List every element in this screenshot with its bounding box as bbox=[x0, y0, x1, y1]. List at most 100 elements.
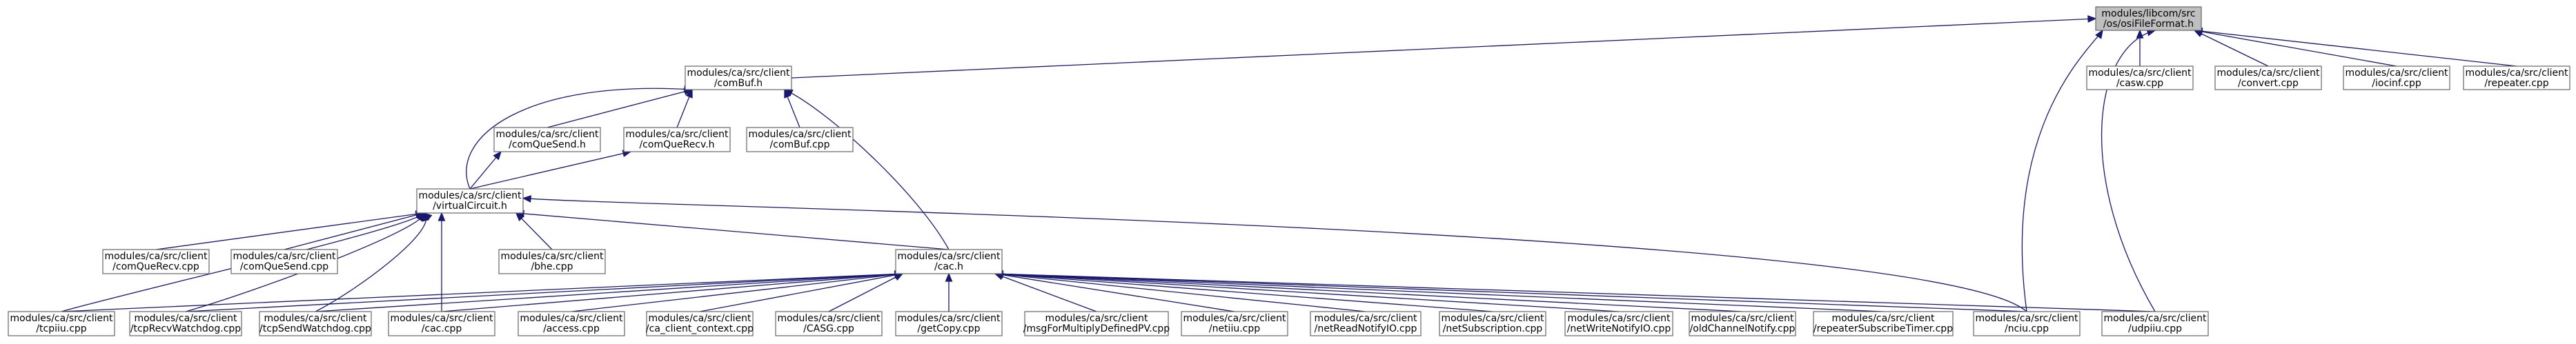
node-box bbox=[623, 127, 731, 152]
node-comquesend-cpp[interactable]: modules/ca/src/client/comQueSend.cpp bbox=[230, 249, 338, 274]
node-path-label: modules/ca/src/client bbox=[1314, 313, 1417, 324]
node-box bbox=[493, 127, 601, 152]
node-combuf-h[interactable]: modules/ca/src/client/comBuf.h bbox=[685, 65, 792, 90]
node-path-label: modules/ca/src/client bbox=[264, 313, 367, 324]
edge-comquesend-h-to-combuf-h bbox=[547, 89, 693, 128]
node-osifileformat[interactable]: modules/libcom/src/os/osiFileFormat.h bbox=[2095, 6, 2202, 31]
node-box bbox=[1024, 311, 1169, 336]
node-casg[interactable]: modules/ca/src/client/CASG.cpp bbox=[775, 311, 883, 336]
node-file-label: /tcpRecvWatchdog.cpp bbox=[130, 323, 241, 334]
node-box bbox=[2463, 65, 2570, 90]
node-path-label: modules/ca/src/client bbox=[10, 313, 113, 324]
arrowhead-combuf-h bbox=[685, 88, 693, 99]
node-box bbox=[102, 249, 210, 274]
node-comquerecv-cpp[interactable]: modules/ca/src/client/comQueRecv.cpp bbox=[102, 249, 210, 274]
node-nciu[interactable]: modules/ca/src/client/nciu.cpp bbox=[1973, 311, 2081, 336]
node-box bbox=[230, 249, 338, 274]
node-path-label: modules/libcom/src bbox=[2101, 8, 2195, 19]
node-comquerecv-h[interactable]: modules/ca/src/client/comQueRecv.h bbox=[623, 127, 731, 152]
node-box bbox=[1181, 311, 1288, 336]
edge-cac-cpp-to-cac-h bbox=[441, 273, 903, 312]
node-file-label: /comQueSend.cpp bbox=[240, 261, 328, 272]
node-udpiiu[interactable]: modules/ca/src/client/udpiiu.cpp bbox=[2101, 311, 2209, 336]
node-path-label: modules/ca/src/client bbox=[687, 68, 790, 79]
node-netiiu[interactable]: modules/ca/src/client/netiiu.cpp bbox=[1181, 311, 1288, 336]
node-file-label: /ca_client_context.cpp bbox=[646, 323, 754, 334]
node-file-label: /access.cpp bbox=[543, 323, 600, 334]
node-path-label: modules/ca/src/client bbox=[1567, 313, 1671, 324]
node-path-label: modules/ca/src/client bbox=[1183, 313, 1286, 324]
node-path-label: modules/ca/src/client bbox=[2465, 68, 2568, 79]
node-path-label: modules/ca/src/client bbox=[418, 190, 522, 201]
node-path-label: modules/ca/src/client bbox=[2088, 68, 2192, 79]
arrowhead-cac-h bbox=[894, 273, 904, 281]
node-file-label: /udpiiu.cpp bbox=[2128, 323, 2182, 334]
node-cac-h[interactable]: modules/ca/src/client/cac.h bbox=[895, 249, 1003, 274]
node-bhe[interactable]: modules/ca/src/client/bhe.cpp bbox=[498, 249, 606, 274]
node-virtualcircuit[interactable]: modules/ca/src/client/virtualCircuit.h bbox=[416, 188, 524, 214]
arrowhead-cac-h bbox=[945, 272, 953, 282]
edge-bhe-to-virtualcircuit bbox=[515, 212, 553, 250]
node-access[interactable]: modules/ca/src/client/access.cpp bbox=[518, 311, 625, 336]
edge-netiiu-to-cac-h bbox=[994, 273, 1235, 312]
edge-nciu-to-osifileformat bbox=[2021, 30, 2103, 312]
edge-combuf-h-to-osifileformat bbox=[791, 18, 2096, 79]
node-netsubscription[interactable]: modules/ca/src/client/netSubscription.cp… bbox=[1439, 311, 1546, 336]
edge-tcprecvwatchdog-to-cac-h bbox=[185, 273, 903, 312]
edge-netwritenotifyio-to-cac-h bbox=[994, 273, 1620, 312]
node-repeatersubscribetimer[interactable]: modules/ca/src/client/repeaterSubscribeT… bbox=[1813, 311, 1954, 336]
node-ca-client-context[interactable]: modules/ca/src/client/ca_client_context.… bbox=[646, 311, 754, 336]
node-path-label: modules/ca/src/client bbox=[748, 129, 852, 140]
arrowhead-comquesend-h bbox=[493, 150, 502, 161]
node-netwritenotifyio[interactable]: modules/ca/src/client/netWriteNotifyIO.c… bbox=[1564, 311, 1673, 336]
node-file-label: /comBuf.h bbox=[714, 78, 763, 89]
node-casw[interactable]: modules/ca/src/client/casw.cpp bbox=[2086, 65, 2194, 90]
nodes-layer: modules/libcom/src/os/osiFileFormat.hmod… bbox=[8, 6, 2570, 336]
edge-tcpsendwatchdog-to-virtualcircuit bbox=[315, 212, 426, 312]
node-file-label: /nciu.cpp bbox=[2005, 323, 2049, 334]
node-file-label: /tcpiiu.cpp bbox=[36, 323, 86, 334]
node-path-label: modules/ca/src/client bbox=[500, 251, 604, 262]
edge-ca-client-context-to-cac-h bbox=[699, 273, 903, 312]
node-repeater[interactable]: modules/ca/src/client/repeater.cpp bbox=[2463, 65, 2570, 90]
node-file-label: /cac.cpp bbox=[422, 323, 462, 334]
edge-nciu-to-cac-h bbox=[994, 273, 2027, 312]
node-box bbox=[1564, 311, 1673, 336]
node-path-label: modules/ca/src/client bbox=[897, 313, 1001, 324]
node-file-label: /cac.h bbox=[934, 261, 963, 272]
node-comquesend-h[interactable]: modules/ca/src/client/comQueSend.h bbox=[493, 127, 601, 152]
node-box bbox=[746, 127, 854, 152]
node-iocinf[interactable]: modules/ca/src/client/iocinf.cpp bbox=[2343, 65, 2450, 90]
node-path-label: modules/ca/src/client bbox=[1045, 313, 1148, 324]
node-cac-cpp[interactable]: modules/ca/src/client/cac.cpp bbox=[388, 311, 495, 336]
arrowhead-virtualcircuit bbox=[522, 195, 532, 203]
edge-virtualcircuit-to-comquesend-h bbox=[469, 151, 502, 190]
node-box bbox=[2086, 65, 2194, 90]
arrowhead-virtualcircuit bbox=[422, 212, 433, 221]
node-box bbox=[1310, 311, 1422, 336]
node-getcopy[interactable]: modules/ca/src/client/getCopy.cpp bbox=[895, 311, 1003, 336]
node-tcpsendwatchdog[interactable]: modules/ca/src/client/tcpSendWatchdog.cp… bbox=[259, 311, 372, 336]
node-path-label: modules/ca/src/client bbox=[1975, 313, 2078, 324]
node-box bbox=[685, 65, 792, 90]
node-box bbox=[1813, 311, 1954, 336]
node-box bbox=[2343, 65, 2450, 90]
node-netreadnotifyio[interactable]: modules/ca/src/client/netReadNotifyIO.cp… bbox=[1310, 311, 1422, 336]
node-path-label: modules/ca/src/client bbox=[104, 251, 208, 262]
node-oldchannelnotify[interactable]: modules/ca/src/client/oldChannelNotify.c… bbox=[1689, 311, 1796, 336]
node-combuf-cpp[interactable]: modules/ca/src/client/comBuf.cpp bbox=[746, 127, 854, 152]
edge-comquerecv-cpp-to-virtualcircuit bbox=[155, 212, 424, 250]
arrowhead-virtualcircuit bbox=[437, 212, 446, 221]
node-msgformultiply[interactable]: modules/ca/src/client/msgForMultiplyDefi… bbox=[1023, 311, 1170, 336]
node-tcprecvwatchdog[interactable]: modules/ca/src/client/tcpRecvWatchdog.cp… bbox=[129, 311, 242, 336]
node-box bbox=[646, 311, 754, 336]
edge-cac-h-to-virtualcircuit bbox=[515, 212, 950, 250]
node-tcpiiu[interactable]: modules/ca/src/client/tcpiiu.cpp bbox=[8, 311, 115, 336]
edge-virtualcircuit-to-comquerecv-h bbox=[469, 151, 631, 190]
node-box bbox=[498, 249, 606, 274]
node-file-label: /repeaterSubscribeTimer.cpp bbox=[1813, 323, 1953, 334]
node-file-label: /netReadNotifyIO.cpp bbox=[1315, 323, 1417, 334]
node-file-label: /iocinf.cpp bbox=[2372, 78, 2421, 89]
node-convert[interactable]: modules/ca/src/client/convert.cpp bbox=[2214, 65, 2322, 90]
